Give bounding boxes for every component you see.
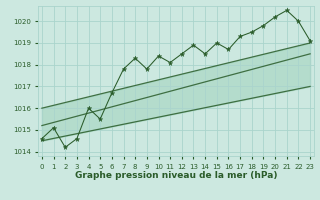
X-axis label: Graphe pression niveau de la mer (hPa): Graphe pression niveau de la mer (hPa) — [75, 171, 277, 180]
